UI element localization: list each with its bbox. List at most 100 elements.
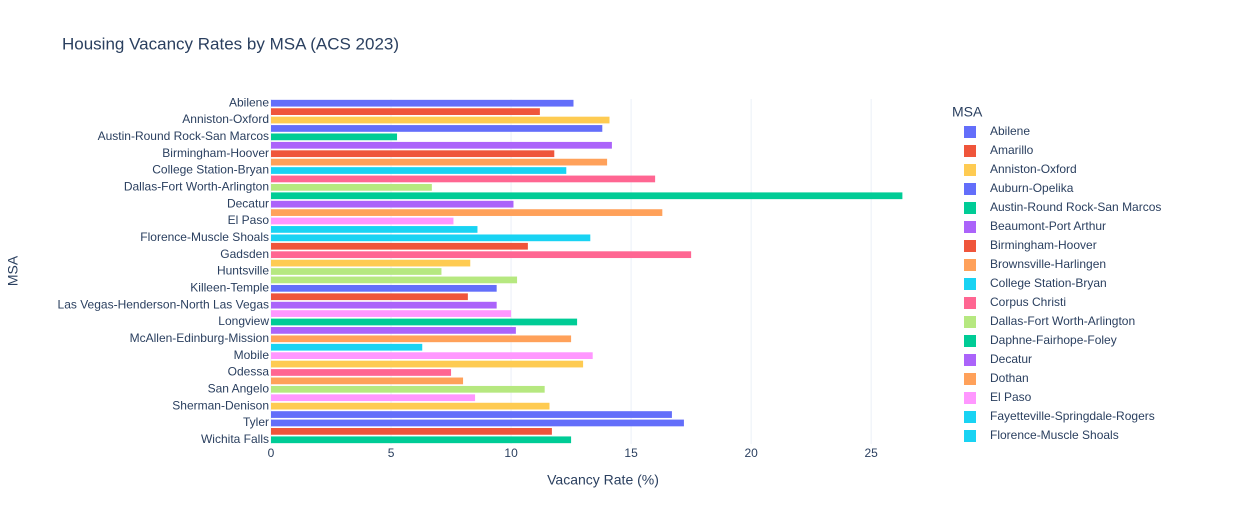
- bar: [271, 259, 471, 267]
- legend-title: MSA: [952, 104, 983, 120]
- x-tick-label: 5: [388, 446, 395, 460]
- chart-title: Housing Vacancy Rates by MSA (ACS 2023): [62, 34, 399, 53]
- bar: [271, 268, 442, 275]
- legend-label: Daphne-Fairhope-Foley: [990, 333, 1117, 347]
- y-tick-label: Odessa: [228, 365, 270, 379]
- y-tick-label: Sherman-Denison: [172, 398, 269, 412]
- y-tick-label: Gadsden: [220, 247, 269, 261]
- bar: [271, 217, 454, 225]
- bar: [271, 183, 432, 191]
- bar: [271, 394, 476, 402]
- bar: [271, 369, 452, 376]
- legend-label: Birmingham-Hoover: [990, 238, 1097, 252]
- x-tick-label: 20: [744, 446, 758, 460]
- y-tick-label: Killeen-Temple: [190, 281, 269, 295]
- y-tick-label: College Station-Bryan: [152, 163, 269, 177]
- bar: [271, 226, 478, 233]
- legend-label: Decatur: [990, 352, 1032, 366]
- legend-swatch: [964, 411, 976, 423]
- bar: [271, 192, 903, 200]
- bar: [271, 242, 528, 250]
- legend-label: Dallas-Fort Worth-Arlington: [990, 314, 1135, 328]
- legend-label: College Station-Bryan: [990, 276, 1107, 290]
- bar: [271, 167, 567, 174]
- y-tick-label: Longview: [218, 314, 269, 328]
- bar: [271, 301, 497, 309]
- bar: [271, 343, 423, 351]
- x-tick-label: 15: [624, 446, 638, 460]
- y-tick-label: Las Vegas-Henderson-North Las Vegas: [58, 297, 269, 311]
- bar: [271, 428, 552, 435]
- legend-swatch: [964, 297, 976, 309]
- bar: [271, 99, 574, 107]
- y-tick-label: Decatur: [227, 196, 269, 210]
- legend-swatch: [964, 126, 976, 138]
- legend-label: Anniston-Oxford: [990, 162, 1077, 176]
- y-tick-label: Tyler: [243, 415, 269, 429]
- y-tick-label: Abilene: [229, 95, 269, 109]
- bar: [271, 200, 514, 208]
- legend-swatch: [964, 430, 976, 442]
- legend-swatch: [964, 145, 976, 157]
- y-tick-label: El Paso: [228, 213, 270, 227]
- y-tick-label: Florence-Muscle Shoals: [140, 230, 269, 244]
- legend-swatch: [964, 221, 976, 233]
- bar: [271, 209, 663, 216]
- y-axis-title: MSA: [5, 255, 21, 286]
- y-tick-label: Huntsville: [217, 264, 269, 278]
- legend-swatch: [964, 164, 976, 176]
- bar: [271, 360, 584, 368]
- legend-label: Corpus Christi: [990, 295, 1066, 309]
- bar: [271, 377, 464, 385]
- bar: [271, 125, 603, 132]
- legend-label: Beaumont-Port Arthur: [990, 219, 1106, 233]
- legend-label: Abilene: [990, 124, 1030, 138]
- legend-swatch: [964, 240, 976, 252]
- x-tick-label: 0: [268, 446, 275, 460]
- legend-swatch: [964, 335, 976, 347]
- legend-label: Dothan: [990, 371, 1029, 385]
- bar: [271, 385, 545, 393]
- y-tick-label: Birmingham-Hoover: [162, 146, 269, 160]
- bar: [271, 419, 684, 427]
- bar: [271, 310, 512, 317]
- bar: [271, 352, 593, 360]
- legend-swatch: [964, 202, 976, 214]
- x-axis-title: Vacancy Rate (%): [547, 472, 659, 488]
- legend-label: Florence-Muscle Shoals: [990, 428, 1119, 442]
- legend-swatch: [964, 354, 976, 366]
- bar: [271, 411, 672, 418]
- y-tick-label: Mobile: [234, 348, 270, 362]
- legend-swatch: [964, 183, 976, 195]
- bar: [271, 141, 612, 149]
- bar: [271, 108, 540, 115]
- bar: [271, 133, 398, 141]
- bar: [271, 318, 578, 326]
- bar: [271, 327, 516, 334]
- y-tick-label: Anniston-Oxford: [182, 112, 269, 126]
- y-tick-label: Austin-Round Rock-San Marcos: [98, 129, 269, 143]
- bar: [271, 175, 656, 183]
- bar: [271, 251, 692, 259]
- legend-label: El Paso: [990, 390, 1032, 404]
- bar: [271, 158, 608, 166]
- x-tick-label: 10: [504, 446, 518, 460]
- y-tick-label: McAllen-Edinburg-Mission: [130, 331, 269, 345]
- y-tick-label: Wichita Falls: [201, 432, 269, 446]
- x-tick-label: 25: [865, 446, 879, 460]
- legend-swatch: [964, 278, 976, 290]
- y-tick-label: Dallas-Fort Worth-Arlington: [124, 180, 269, 194]
- legend-label: Fayetteville-Springdale-Rogers: [990, 409, 1155, 423]
- y-tick-label: San Angelo: [208, 381, 270, 395]
- bar: [271, 335, 572, 343]
- bar: [271, 150, 555, 158]
- bar: [271, 116, 610, 124]
- bar: [271, 436, 572, 444]
- legend-label: Amarillo: [990, 143, 1034, 157]
- bar: [271, 284, 497, 292]
- legend-label: Auburn-Opelika: [990, 181, 1074, 195]
- legend-label: Brownsville-Harlingen: [990, 257, 1106, 271]
- legend-swatch: [964, 316, 976, 328]
- bar: [271, 234, 591, 242]
